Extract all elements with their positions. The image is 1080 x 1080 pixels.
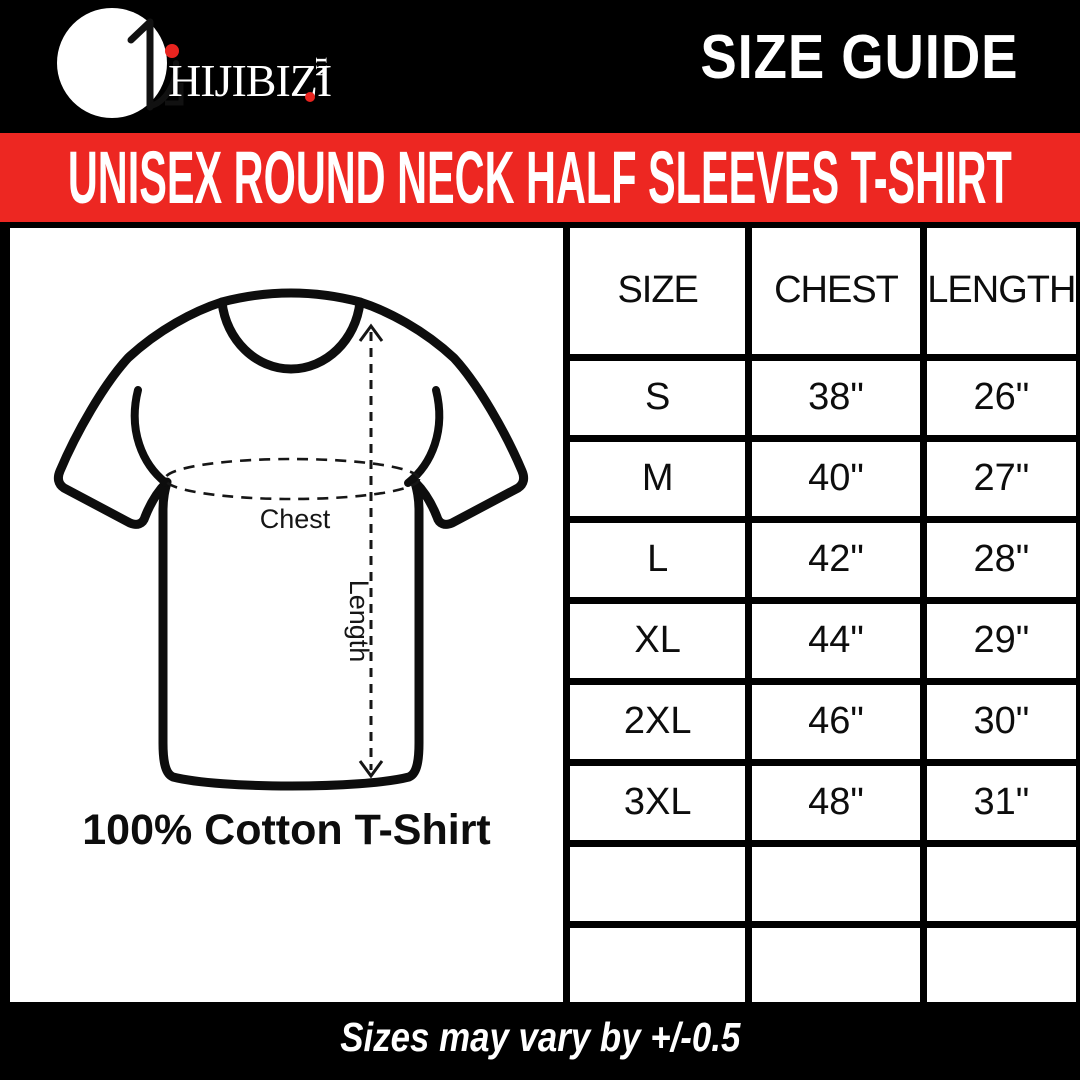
row-3xl-chest: 48" — [752, 765, 920, 840]
col-header-chest: CHEST — [752, 228, 920, 354]
collar-back-line — [217, 288, 365, 307]
row-l-chest: 42" — [752, 522, 920, 597]
length-arrow-bottom — [358, 760, 384, 779]
sleeve-seam-left — [130, 386, 170, 487]
footer: Sizes may vary by +/-0.5 — [0, 1008, 1080, 1066]
fabric-caption: 100% Cotton T-Shirt — [82, 806, 491, 854]
empty-cell — [926, 846, 1076, 921]
col-header-size: SIZE — [570, 228, 746, 354]
logo-red-dot — [165, 44, 179, 58]
product-banner-text: UNISEX ROUND NECK HALF SLEEVES T-SHIRT — [67, 136, 1013, 219]
empty-cell — [752, 927, 920, 1002]
page-title: SIZE GUIDE — [699, 23, 1018, 92]
row-xl-size: XL — [570, 603, 746, 678]
row-3xl-length: 31" — [926, 765, 1076, 840]
brand-name: HIJIBIZI — [168, 55, 331, 106]
row-2xl-size: 2XL — [570, 684, 746, 759]
row-m-chest: 40" — [752, 441, 920, 516]
row-s-chest: 38" — [752, 360, 920, 435]
brand-tld-dot — [305, 92, 315, 102]
brand-tld: IN — [312, 57, 329, 79]
measurement-diagram-panel: Chest Length 100% Cotton T-Shirt — [10, 228, 563, 1002]
row-2xl-chest: 46" — [752, 684, 920, 759]
empty-cell — [570, 846, 746, 921]
empty-cell — [752, 846, 920, 921]
length-arrow-top — [358, 323, 384, 342]
row-m-size: M — [570, 441, 746, 516]
row-l-length: 28" — [926, 522, 1076, 597]
empty-cell — [570, 927, 746, 1002]
tshirt-outline — [53, 297, 529, 791]
product-banner: UNISEX ROUND NECK HALF SLEEVES T-SHIRT — [0, 133, 1080, 222]
row-l-size: L — [570, 522, 746, 597]
row-m-length: 27" — [926, 441, 1076, 516]
length-label: Length — [344, 580, 374, 663]
row-3xl-size: 3XL — [570, 765, 746, 840]
empty-cell — [926, 927, 1076, 1002]
sleeve-seam-right — [404, 386, 444, 487]
chest-label: Chest — [260, 504, 331, 534]
row-xl-length: 29" — [926, 603, 1076, 678]
chest-measure-ellipse — [163, 457, 421, 501]
row-s-size: S — [570, 360, 746, 435]
brand-logo: HIJIBIZI IN — [57, 8, 332, 118]
row-2xl-length: 30" — [926, 684, 1076, 759]
row-xl-chest: 44" — [752, 603, 920, 678]
row-s-length: 26" — [926, 360, 1076, 435]
size-table: SIZE CHEST LENGTH S 38" 26" M 40" 27" L … — [570, 228, 1076, 1002]
col-header-length: LENGTH — [926, 228, 1076, 354]
tshirt-diagram: Chest Length — [53, 288, 529, 791]
tolerance-note: Sizes may vary by +/-0.5 — [339, 1013, 741, 1060]
logo-monogram-hi — [127, 18, 184, 111]
